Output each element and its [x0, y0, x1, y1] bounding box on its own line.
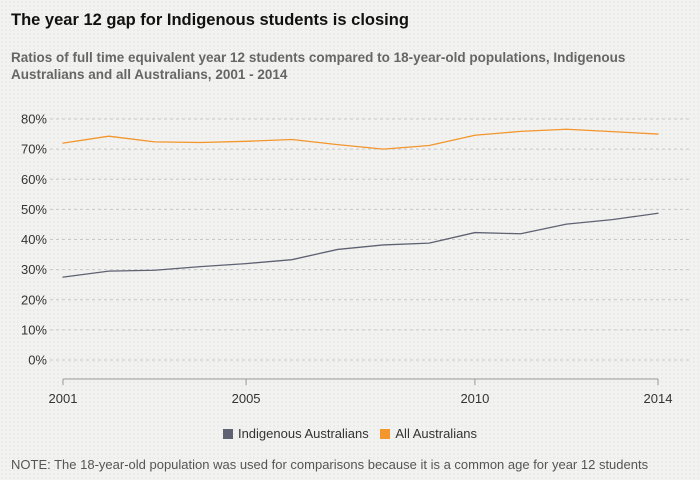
legend-label-all-australians: All Australians	[395, 426, 478, 441]
legend: Indigenous Australians All Australians	[0, 426, 700, 441]
y-tick-label: 30%	[21, 262, 47, 277]
y-tick-label: 0%	[28, 353, 47, 368]
y-tick-label: 50%	[21, 202, 47, 217]
y-tick-label: 40%	[21, 232, 47, 247]
legend-item-all-australians[interactable]: All Australians	[380, 426, 477, 441]
x-tick-label: 2005	[232, 391, 261, 406]
y-tick-label: 70%	[21, 142, 47, 157]
series-lines	[62, 128, 659, 278]
series-line-indigenous[interactable]	[62, 212, 659, 278]
x-tick-label: 2001	[49, 391, 78, 406]
legend-swatch-indigenous	[222, 429, 233, 439]
y-axis-tick-labels: 0% 10% 20% 30% 40% 50% 60% 70% 80%	[21, 112, 47, 368]
y-tick-label: 60%	[21, 172, 47, 187]
chart-title: The year 12 gap for Indigenous students …	[11, 11, 409, 29]
legend-item-indigenous[interactable]: Indigenous Australians	[222, 426, 369, 441]
y-tick-label: 80%	[21, 112, 47, 127]
gridlines	[50, 118, 690, 361]
y-tick-label: 20%	[21, 292, 47, 307]
x-axis	[62, 378, 659, 385]
y-tick-label: 10%	[21, 322, 47, 337]
x-tick-label: 2010	[460, 391, 489, 406]
legend-label-indigenous: Indigenous Australians	[237, 426, 369, 441]
line-chart: 0%10%20%30%40%50%60%70%80% 2001 2005 2010 2…	[21, 112, 690, 406]
series-line-all-australians[interactable]	[62, 128, 659, 150]
x-tick-label: 2014	[644, 391, 673, 406]
legend-swatch-all-australians	[380, 429, 391, 439]
chart-subtitle: Ratios of full time equivalent year 12 s…	[11, 50, 626, 82]
footnote: NOTE: The 18-year-old population was use…	[11, 457, 649, 472]
x-axis-tick-labels: 2001 2005 2010 2014	[49, 391, 673, 406]
